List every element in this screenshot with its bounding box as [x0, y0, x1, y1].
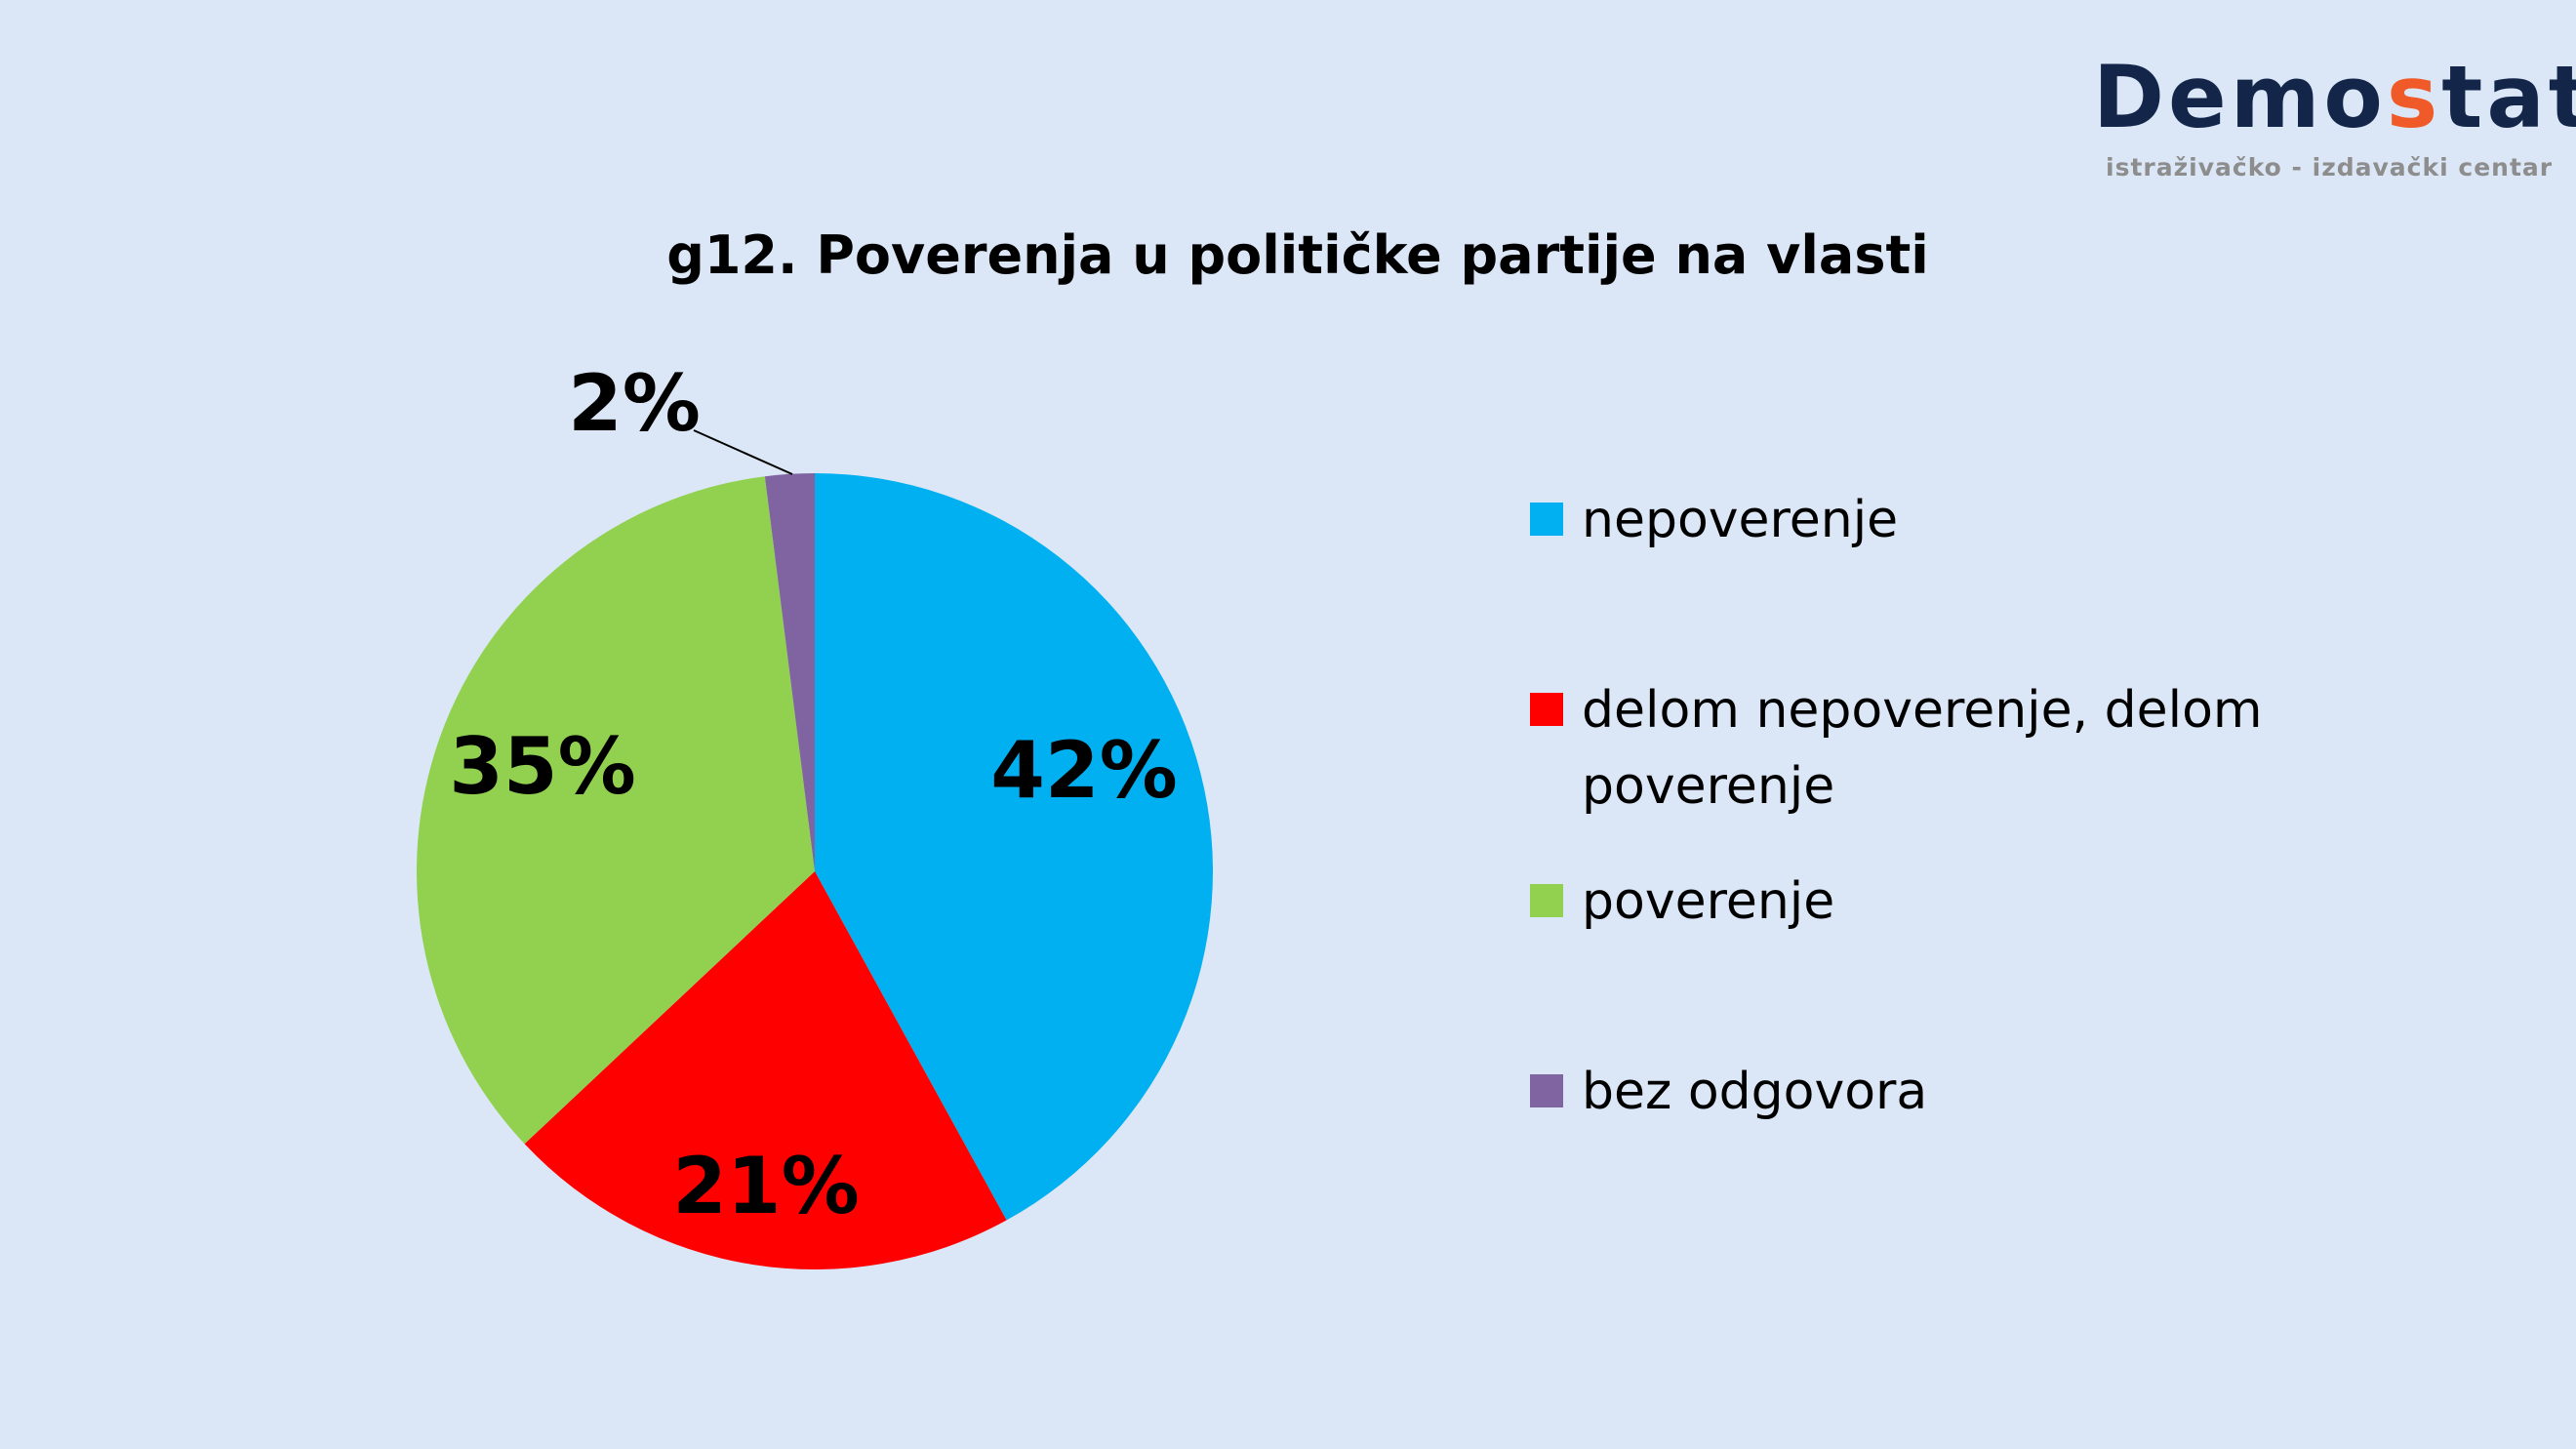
- pie-slice-nepoverenje: [815, 473, 1213, 1221]
- legend-swatch: [1530, 503, 1563, 536]
- pie-slice-bez-odgovora: [764, 473, 815, 871]
- data-label-nepoverenje: 42%: [990, 725, 1177, 816]
- legend-item-delom-nepoverenje-delom-poverenje: delom nepoverenje, delom poverenje: [1530, 681, 2263, 816]
- legend-item-poverenje: poverenje: [1530, 872, 1834, 931]
- legend-item-nepoverenje: nepoverenje: [1530, 491, 1898, 549]
- data-label-delom: 21%: [672, 1141, 859, 1231]
- logo-wordmark: Demostat: [2093, 47, 2576, 147]
- legend-label: poverenje: [1582, 757, 1834, 816]
- legend-label: delom nepoverenje, delom: [1582, 681, 2263, 740]
- legend-item-bez-odgovora: bez odgovora: [1530, 1063, 1927, 1121]
- legend-label: poverenje: [1582, 872, 1834, 931]
- legend-swatch: [1530, 884, 1563, 917]
- legend: nepoverenje delom nepoverenje, delom pover…: [1530, 491, 2263, 1121]
- logo-subtitle: istraživačko - izdavački centar: [2106, 153, 2553, 181]
- pie-slice-poverenje: [416, 476, 815, 1145]
- logo: Demostat istraživačko - izdavački centar: [2093, 47, 2576, 181]
- data-label-bez-odgovora: 2%: [568, 358, 701, 449]
- leader-line: [693, 429, 793, 475]
- legend-label: nepoverenje: [1582, 491, 1898, 549]
- legend-swatch: [1530, 1074, 1563, 1107]
- pie-slice-delom-nepoverenje-delom-poverenje: [524, 871, 1007, 1269]
- chart-title: g12. Poverenja u političke partije na vl…: [666, 224, 1929, 286]
- legend-swatch: [1530, 693, 1563, 726]
- legend-label: bez odgovora: [1582, 1063, 1927, 1121]
- data-label-poverenje: 35%: [449, 721, 635, 812]
